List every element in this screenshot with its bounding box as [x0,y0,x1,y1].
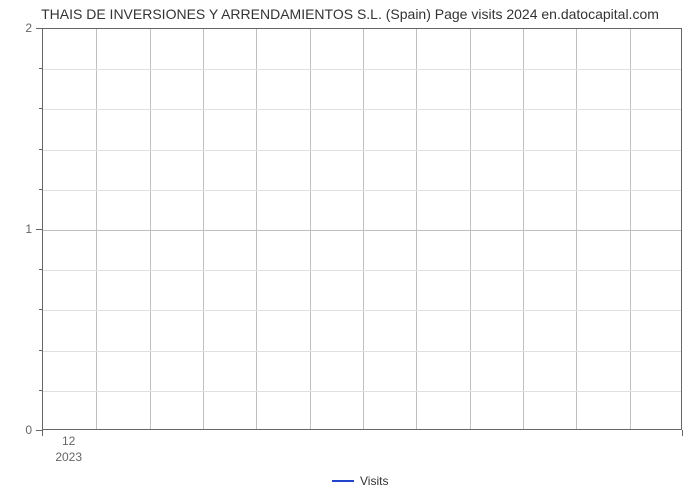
gridline-horizontal [43,69,681,70]
gridline-vertical [150,29,151,429]
chart-title: THAIS DE INVERSIONES Y ARRENDAMIENTOS S.… [0,6,700,22]
gridline-horizontal [43,351,681,352]
gridline-horizontal [43,109,681,110]
gridline-horizontal [43,190,681,191]
y-axis-tick [36,229,42,230]
gridline-vertical [363,29,364,429]
y-axis-minor-tick [39,68,42,69]
gridline-horizontal [43,150,681,151]
gridline-vertical [630,29,631,429]
gridline-horizontal [43,391,681,392]
y-axis-minor-tick [39,309,42,310]
plot-area [42,28,682,430]
y-axis-minor-tick [39,189,42,190]
gridline-vertical [203,29,204,429]
x-axis-category-label: 12 [62,434,75,448]
gridline-vertical [416,29,417,429]
y-axis-minor-tick [39,149,42,150]
legend-label: Visits [360,474,388,488]
y-axis-minor-tick [39,390,42,391]
y-axis-label: 2 [14,21,32,35]
legend-swatch [332,480,354,482]
x-axis-tick [682,430,683,436]
y-axis-label: 1 [14,222,32,236]
y-axis-minor-tick [39,350,42,351]
chart-container: THAIS DE INVERSIONES Y ARRENDAMIENTOS S.… [0,0,700,500]
gridline-vertical [256,29,257,429]
gridline-vertical [96,29,97,429]
gridline-vertical [576,29,577,429]
x-axis-tick [42,430,43,436]
y-axis-label: 0 [14,423,32,437]
y-axis-tick [36,28,42,29]
gridline-horizontal [43,270,681,271]
y-axis-minor-tick [39,108,42,109]
gridline-vertical [470,29,471,429]
gridline-vertical [523,29,524,429]
x-axis-group-label: 2023 [55,450,82,464]
legend: Visits [332,474,388,488]
gridline-horizontal [43,310,681,311]
y-axis-minor-tick [39,269,42,270]
gridline-horizontal [43,230,681,231]
gridline-vertical [310,29,311,429]
